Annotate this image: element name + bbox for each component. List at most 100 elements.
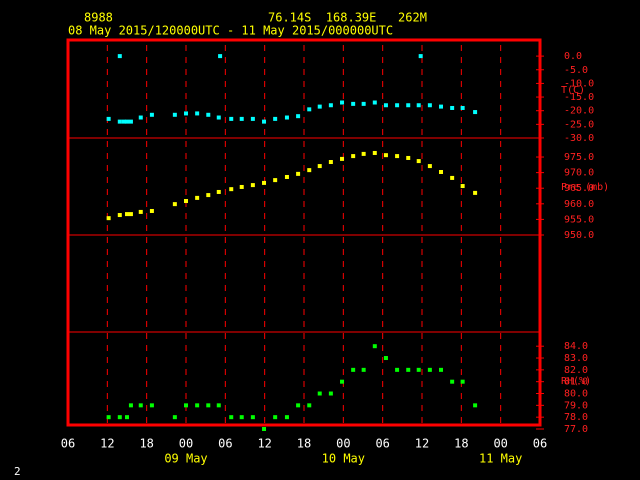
data-point: [121, 119, 126, 124]
data-point: [106, 216, 111, 221]
date-label: 09 May: [164, 452, 207, 466]
x-tick-label: 18: [454, 437, 468, 451]
data-point: [416, 103, 421, 108]
data-point: [149, 112, 154, 117]
data-point: [372, 100, 377, 105]
data-point: [138, 115, 143, 120]
data-point: [128, 212, 133, 217]
data-point: [125, 119, 129, 124]
data-point: [361, 367, 366, 372]
station-id: 8988: [84, 11, 113, 25]
marks: [106, 54, 478, 431]
data-point: [262, 427, 267, 431]
data-point: [406, 367, 411, 372]
date-label: 10 May: [322, 452, 365, 466]
data-point: [206, 193, 211, 198]
data-point: [284, 115, 289, 120]
data-point: [125, 212, 129, 217]
data-point: [106, 116, 111, 121]
data-point: [284, 174, 289, 179]
y-tick-label: -15.0: [564, 92, 594, 103]
x-tick-label: 12: [100, 437, 114, 451]
data-point: [172, 112, 177, 117]
axis-label: RH(%): [561, 376, 591, 387]
data-point: [395, 103, 400, 108]
x-tick-label: 06: [218, 437, 232, 451]
data-point: [317, 164, 322, 169]
data-point: [427, 103, 432, 108]
data-point: [273, 178, 278, 183]
y-tick-label: -25.0: [564, 119, 594, 130]
data-point: [138, 209, 143, 214]
data-point: [184, 199, 188, 204]
data-point: [172, 415, 177, 420]
data-point: [296, 403, 301, 408]
data-point: [395, 154, 400, 159]
axis-label: Pre (mb): [561, 182, 609, 193]
data-point: [372, 150, 377, 155]
axis-label: T(C): [561, 85, 585, 96]
data-point: [450, 379, 455, 384]
data-point: [473, 403, 478, 408]
data-point: [239, 184, 244, 189]
data-point: [216, 189, 221, 194]
y-tick-label: 82.0: [564, 365, 588, 376]
data-point: [439, 367, 444, 372]
data-point: [239, 116, 244, 121]
data-point: [427, 164, 432, 169]
y-tick-label: -10.0: [564, 78, 594, 89]
data-point: [406, 103, 411, 108]
data-point: [273, 116, 278, 121]
data-point: [250, 183, 255, 188]
data-point: [250, 116, 255, 121]
data-point: [296, 114, 301, 119]
data-point: [149, 208, 154, 213]
data-point: [418, 54, 423, 59]
data-point: [439, 169, 444, 174]
data-point: [149, 403, 154, 408]
data-point: [340, 156, 345, 161]
data-point: [128, 119, 133, 124]
y-tick-label: 955.0: [564, 214, 594, 225]
x-tick-label: 18: [139, 437, 153, 451]
x-tick-label: 00: [336, 437, 350, 451]
data-point: [206, 403, 211, 408]
y-tick-label: 0.0: [564, 51, 582, 62]
data-point: [239, 415, 244, 420]
x-tick-label: 18: [297, 437, 311, 451]
data-point: [473, 190, 478, 195]
y-tick-label: 960.0: [564, 199, 594, 210]
data-point: [351, 367, 356, 372]
data-point: [328, 103, 333, 108]
y-tick-label: 975.0: [564, 152, 594, 163]
y-tick-label: 970.0: [564, 168, 594, 179]
data-point: [229, 187, 234, 192]
y-tick-label: 83.0: [564, 353, 588, 364]
date-label: 11 May: [479, 452, 522, 466]
data-point: [307, 403, 312, 408]
data-point: [184, 111, 188, 116]
data-point: [284, 415, 289, 420]
data-point: [416, 159, 421, 164]
data-point: [361, 151, 366, 156]
data-point: [128, 403, 133, 408]
data-point: [383, 103, 388, 108]
data-point: [273, 415, 278, 420]
data-point: [383, 356, 388, 361]
data-point: [296, 171, 301, 176]
data-point: [307, 107, 312, 112]
y-tick-label: 950.0: [564, 230, 594, 241]
data-point: [427, 367, 432, 372]
data-point: [460, 379, 465, 384]
data-point: [460, 184, 465, 189]
data-point: [307, 168, 312, 173]
y-tick-label: 81.0: [564, 377, 588, 388]
y-tick-label: 84.0: [564, 341, 588, 352]
data-point: [416, 367, 421, 372]
data-point: [206, 112, 211, 117]
data-point: [340, 100, 345, 105]
page-number: 2: [14, 465, 21, 478]
y-tick-label: 80.0: [564, 389, 588, 400]
